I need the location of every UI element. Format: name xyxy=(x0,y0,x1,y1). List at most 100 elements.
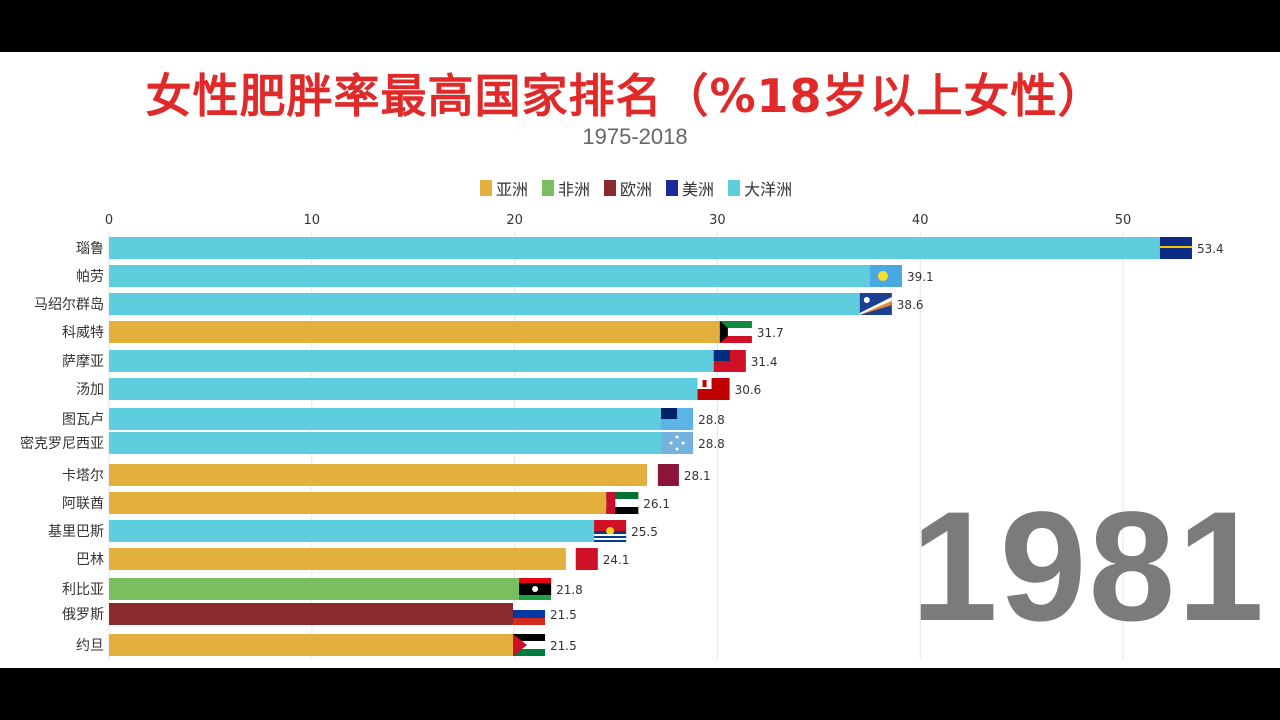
bar[interactable] xyxy=(109,432,694,454)
category-label: 基里巴斯 xyxy=(48,523,104,540)
bahrain-flag-icon xyxy=(565,548,598,570)
bar[interactable] xyxy=(109,464,679,486)
category-label: 密克罗尼西亚 xyxy=(20,435,104,452)
bar-row: 基里巴斯 25.5 xyxy=(48,520,658,542)
category-label: 利比亚 xyxy=(62,582,104,598)
bar[interactable] xyxy=(109,350,746,372)
category-label: 帕劳 xyxy=(76,269,104,285)
legend-swatch xyxy=(480,180,492,196)
year-label: 1981 xyxy=(910,480,1266,654)
legend-label: 亚洲 xyxy=(496,180,529,199)
uae-flag-icon xyxy=(606,492,639,514)
value-label: 28.1 xyxy=(684,469,711,483)
chart-subtitle: 1975-2018 xyxy=(582,124,688,149)
legend-label: 非洲 xyxy=(558,180,591,199)
bar-row: 帕劳 39.1 xyxy=(76,265,934,287)
bar[interactable] xyxy=(109,603,546,625)
bar-row: 阿联酋 26.1 xyxy=(62,492,670,514)
bar[interactable] xyxy=(109,520,627,542)
x-tick-label: 10 xyxy=(304,213,321,228)
x-tick-label: 20 xyxy=(506,213,523,228)
category-label: 科威特 xyxy=(62,325,104,341)
bar[interactable] xyxy=(109,408,694,430)
bar[interactable] xyxy=(109,378,730,400)
russia-flag-icon xyxy=(513,603,546,625)
value-label: 53.4 xyxy=(1197,242,1224,256)
bar-row: 瑙鲁 53.4 xyxy=(76,237,1224,259)
bar-row: 萨摩亚 31.4 xyxy=(62,350,778,372)
value-label: 39.1 xyxy=(907,270,934,284)
bar-row: 马绍尔群岛 38.6 xyxy=(34,293,924,315)
bar-row: 密克罗尼西亚 28.8 xyxy=(20,432,725,454)
legend-swatch xyxy=(728,180,741,196)
legend-label: 大洋洲 xyxy=(744,180,793,199)
bar-row: 图瓦卢 28.8 xyxy=(62,408,725,430)
category-label: 图瓦卢 xyxy=(62,412,104,428)
micronesia-flag-icon xyxy=(661,432,694,454)
legend-label: 美洲 xyxy=(682,180,715,199)
value-label: 25.5 xyxy=(631,525,658,539)
bar[interactable] xyxy=(109,237,1192,259)
qatar-flag-icon xyxy=(646,464,679,486)
bar-row: 约旦 21.5 xyxy=(76,634,577,656)
value-label: 21.5 xyxy=(550,608,577,622)
legend-swatch xyxy=(666,180,679,196)
x-tick-label: 30 xyxy=(709,213,726,228)
value-label: 21.5 xyxy=(550,639,577,653)
value-label: 31.7 xyxy=(757,326,784,340)
bar-row: 卡塔尔 28.1 xyxy=(62,464,711,486)
jordan-flag-icon xyxy=(513,634,546,656)
category-label: 阿联酋 xyxy=(62,495,104,512)
legend: 亚洲 非洲 欧洲 美洲 大洋洲 xyxy=(480,176,792,200)
tonga-flag-icon xyxy=(697,378,730,400)
value-label: 38.6 xyxy=(897,298,924,312)
bar[interactable] xyxy=(109,634,546,656)
legend-item[interactable]: 亚洲 xyxy=(480,176,528,200)
legend-item[interactable]: 大洋洲 xyxy=(728,176,792,200)
bar-row: 俄罗斯 21.5 xyxy=(62,603,577,625)
chart-title: 女性肥胖率最高国家排名（%18岁以上女性） xyxy=(145,69,1105,123)
x-tick-label: 50 xyxy=(1115,213,1132,228)
bar[interactable] xyxy=(109,321,752,343)
bar-row: 巴林 24.1 xyxy=(76,548,629,570)
x-tick-label: 0 xyxy=(105,213,113,228)
legend-label: 欧洲 xyxy=(620,180,653,199)
kuwait-flag-icon xyxy=(719,321,752,343)
marshall-islands-flag-icon xyxy=(859,293,892,315)
nauru-flag-icon xyxy=(1159,237,1192,259)
legend-item[interactable]: 欧洲 xyxy=(604,176,652,200)
category-label: 汤加 xyxy=(76,382,104,398)
value-label: 28.8 xyxy=(698,413,725,427)
bar-row: 科威特 31.7 xyxy=(62,321,784,343)
tuvalu-flag-icon xyxy=(661,408,694,430)
category-label: 马绍尔群岛 xyxy=(34,297,104,313)
bar[interactable] xyxy=(109,293,892,315)
bar[interactable] xyxy=(109,492,639,514)
palau-flag-icon xyxy=(869,265,902,287)
category-label: 萨摩亚 xyxy=(62,353,104,370)
value-label: 30.6 xyxy=(735,383,762,397)
x-tick-label: 40 xyxy=(912,213,929,228)
category-label: 约旦 xyxy=(76,638,104,654)
bar[interactable] xyxy=(109,578,552,600)
legend-item[interactable]: 非洲 xyxy=(542,176,590,200)
legend-swatch xyxy=(604,180,617,196)
legend-item[interactable]: 美洲 xyxy=(666,176,714,200)
value-label: 26.1 xyxy=(643,497,670,511)
value-label: 21.8 xyxy=(556,583,583,597)
category-label: 俄罗斯 xyxy=(62,607,104,623)
bar-row: 汤加 30.6 xyxy=(76,378,761,400)
category-label: 卡塔尔 xyxy=(62,468,104,484)
legend-swatch xyxy=(542,180,555,196)
bar[interactable] xyxy=(109,265,902,287)
value-label: 31.4 xyxy=(751,355,778,369)
category-label: 瑙鲁 xyxy=(76,241,104,257)
kiribati-flag-icon xyxy=(594,520,627,542)
bar-row: 利比亚 21.8 xyxy=(62,578,583,600)
samoa-flag-icon xyxy=(713,350,746,372)
value-label: 24.1 xyxy=(603,553,630,567)
bar[interactable] xyxy=(109,548,598,570)
libya-flag-icon xyxy=(519,578,552,600)
